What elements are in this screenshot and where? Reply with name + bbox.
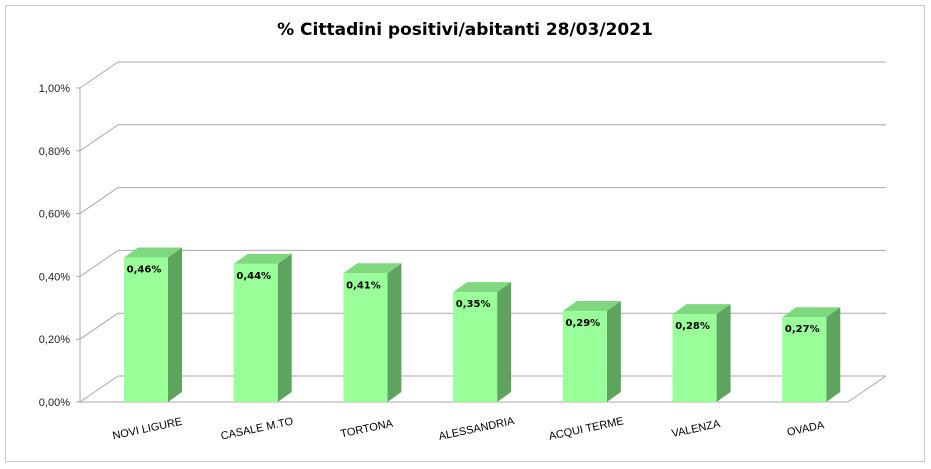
x-tick-label: CASALE M.TO: [220, 415, 295, 442]
x-tick-label: ACQUI TERME: [548, 415, 625, 443]
bar: [562, 310, 607, 402]
data-label: 0,29%: [566, 318, 601, 329]
gridline-diagonal: [79, 187, 119, 215]
bar-top: [343, 263, 402, 274]
bar: [782, 317, 827, 402]
data-label: 0,27%: [785, 324, 820, 335]
x-tick-label: VALENZA: [671, 418, 722, 440]
gridline-diagonal: [79, 61, 119, 89]
bar-side: [826, 307, 841, 402]
y-tick-label: 1,00%: [39, 83, 70, 95]
y-tick-label: 0,40%: [39, 271, 70, 283]
chart-title: % Cittadini positivi/abitanti 28/03/2021: [277, 20, 653, 40]
x-tick-label: NOVI LIGURE: [111, 416, 183, 442]
data-label: 0,44%: [236, 271, 271, 282]
gridline-diagonal: [79, 375, 119, 403]
bar-top: [562, 300, 621, 311]
bar: [453, 292, 498, 402]
data-label: 0,28%: [675, 321, 710, 332]
bar: [124, 257, 168, 402]
bar: [672, 314, 717, 402]
gridline-diagonal: [79, 249, 119, 277]
data-label: 0,35%: [456, 299, 491, 310]
y-tick-label: 0,80%: [39, 146, 70, 158]
bar: [343, 273, 388, 402]
bar-top: [124, 247, 182, 258]
x-tick-label: OVADA: [786, 419, 826, 439]
floor-edge: [847, 375, 887, 403]
x-tick-label: TORTONA: [340, 418, 395, 441]
bar-side: [387, 263, 402, 402]
bar: [233, 263, 278, 402]
gridline-diagonal: [79, 312, 119, 340]
gridline-diagonal: [79, 124, 119, 152]
bar-side: [277, 253, 292, 402]
bar-side: [168, 247, 182, 402]
y-tick-label: 0,60%: [39, 209, 70, 221]
y-tick-label: 0,00%: [39, 397, 70, 409]
data-label: 0,46%: [127, 265, 162, 276]
data-label: 0,41%: [346, 280, 381, 291]
bar-top: [453, 282, 512, 293]
bar-side: [606, 300, 621, 402]
bar-side: [497, 282, 512, 402]
y-tick-label: 0,20%: [39, 334, 70, 346]
bar-top: [782, 307, 841, 318]
bar-top: [672, 304, 731, 315]
bar-side: [716, 304, 731, 402]
bar-top: [233, 253, 292, 264]
x-tick-label: ALESSANDRIA: [438, 415, 516, 443]
